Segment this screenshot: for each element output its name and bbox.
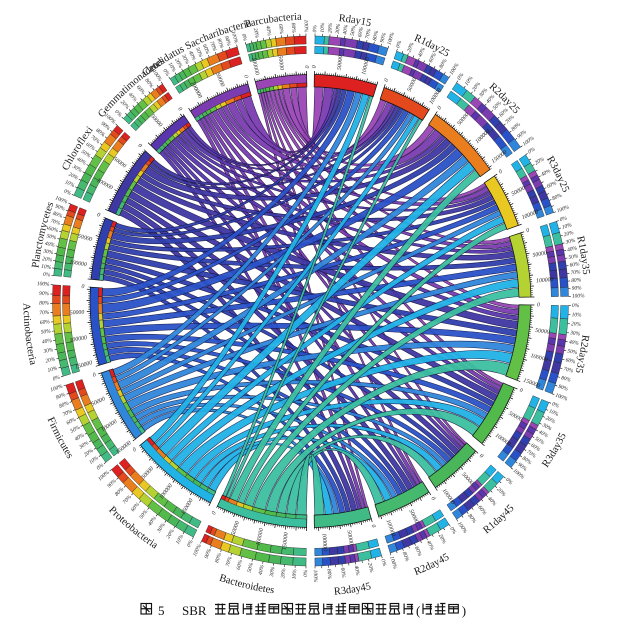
svg-text:50000: 50000 — [70, 310, 85, 317]
svg-text:SBR: SBR — [182, 603, 207, 618]
svg-text:100%: 100% — [37, 281, 50, 288]
svg-text:0: 0 — [312, 65, 318, 68]
svg-text:100%: 100% — [303, 19, 309, 32]
svg-text:40%: 40% — [341, 24, 349, 35]
svg-text:100000: 100000 — [321, 533, 328, 551]
svg-text:70%: 70% — [570, 269, 581, 276]
svg-text:80%: 80% — [326, 569, 333, 580]
svg-text:80%: 80% — [39, 301, 49, 307]
svg-text:0: 0 — [81, 284, 84, 290]
svg-text:0%: 0% — [43, 272, 51, 279]
svg-text:10%: 10% — [320, 22, 326, 33]
svg-text:100%: 100% — [572, 293, 585, 299]
svg-text:): ) — [462, 603, 466, 618]
svg-text:70%: 70% — [39, 310, 50, 317]
svg-text:10%: 10% — [41, 264, 52, 271]
svg-text:0%: 0% — [303, 569, 309, 577]
svg-text:20%: 20% — [280, 568, 287, 579]
svg-text:90%: 90% — [572, 285, 583, 292]
svg-text:100%: 100% — [312, 570, 318, 583]
svg-text:30%: 30% — [335, 23, 342, 35]
svg-text:60%: 60% — [40, 319, 51, 326]
svg-text:0%: 0% — [572, 303, 580, 309]
svg-text:10%: 10% — [571, 312, 582, 319]
svg-text:50%: 50% — [41, 329, 52, 336]
svg-text:5: 5 — [158, 603, 165, 618]
svg-text:20%: 20% — [571, 321, 582, 328]
svg-text:10%: 10% — [292, 569, 299, 580]
svg-text:60%: 60% — [339, 567, 346, 578]
svg-text:0: 0 — [303, 65, 309, 68]
svg-text:80%: 80% — [290, 23, 297, 34]
svg-text:90%: 90% — [39, 291, 49, 297]
svg-text:60%: 60% — [277, 24, 284, 35]
svg-text:20%: 20% — [327, 22, 334, 33]
svg-text:80%: 80% — [571, 277, 582, 284]
svg-text:0: 0 — [537, 302, 540, 308]
svg-text:0%: 0% — [312, 25, 318, 33]
svg-text:(: ( — [416, 603, 420, 618]
